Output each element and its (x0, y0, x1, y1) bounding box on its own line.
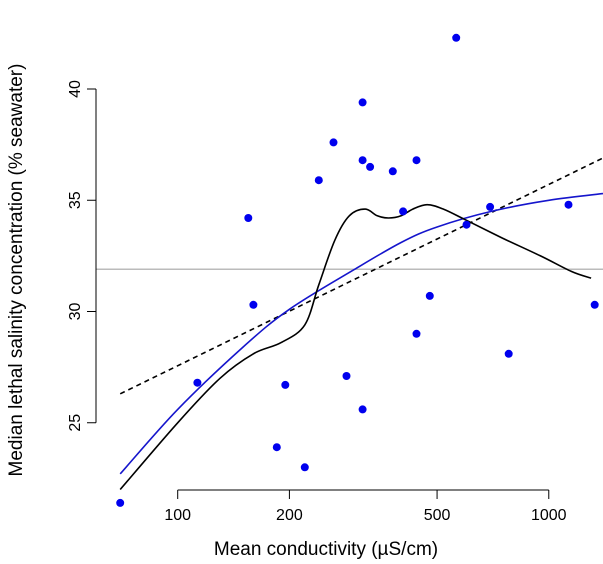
y-tick-label: 35 (67, 191, 84, 209)
data-point (358, 156, 367, 165)
data-points-layer (116, 33, 599, 507)
x-tick-label: 200 (276, 507, 303, 524)
data-point (300, 463, 309, 472)
data-point (425, 291, 434, 300)
axes-layer: 25 30 35 40 100 200 500 1000 (67, 80, 567, 524)
data-point (366, 162, 375, 171)
y-tick-label: 25 (67, 414, 84, 432)
y-axis-title: Median lethal salinity concentration (% … (6, 64, 27, 477)
data-point (412, 329, 421, 338)
data-point (388, 167, 397, 176)
fit-curves-layer (119, 157, 603, 491)
data-point (590, 300, 599, 309)
data-point (504, 349, 513, 358)
data-point (249, 300, 258, 309)
x-tick-label: 1000 (531, 507, 567, 524)
data-point (412, 156, 421, 165)
data-point (462, 220, 471, 229)
data-point (193, 378, 202, 387)
data-point (314, 176, 323, 185)
data-point (281, 380, 290, 389)
data-point (486, 202, 495, 211)
data-point (244, 214, 253, 222)
y-tick-label: 30 (67, 303, 84, 321)
x-tick-label: 500 (424, 507, 451, 524)
data-point (116, 498, 125, 507)
y-tick-label: 40 (67, 80, 84, 98)
data-point (329, 138, 338, 147)
data-point (358, 405, 367, 414)
data-point (564, 200, 573, 209)
data-point (358, 98, 367, 107)
data-point (272, 443, 281, 452)
log-fit-curve (119, 192, 603, 475)
data-point (452, 33, 461, 42)
data-point (342, 372, 351, 380)
x-axis-title: Mean conductivity (µS/cm) (214, 539, 438, 560)
smooth-fit-curve (119, 203, 592, 491)
x-tick-label: 100 (164, 507, 191, 524)
data-point (399, 207, 408, 216)
linear-fit-line (119, 157, 603, 395)
